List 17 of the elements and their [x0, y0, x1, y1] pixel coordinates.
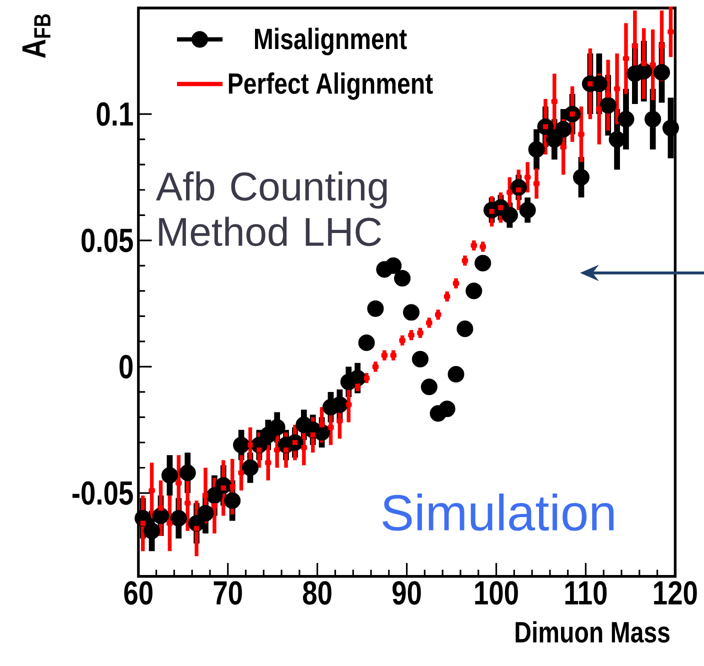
- x-tick-label: 80: [302, 581, 332, 605]
- legend-label: Misalignment: [255, 28, 407, 56]
- y-tick-label: 0.05: [82, 228, 133, 252]
- x-tick-label: 70: [214, 581, 242, 605]
- legend-label: Perfect Alignment: [228, 72, 433, 100]
- annotation: Simulation: [382, 494, 614, 531]
- x-tick-label: 110: [565, 581, 607, 605]
- y-tick-label: 0.1: [96, 102, 133, 126]
- x-axis-title: Dimuon Mass: [516, 621, 670, 643]
- x-tick-label: 90: [392, 581, 421, 605]
- x-tick-label: 120: [654, 581, 697, 605]
- y-axis-title: A$_{FB}$: [22, 14, 50, 58]
- y-tick-label: 0: [120, 354, 133, 379]
- annotation: Afb Counting Method LHC: [156, 171, 387, 246]
- y-tick-label: -0.05: [72, 481, 133, 505]
- x-tick-label: 100: [475, 581, 518, 605]
- x-tick-label: 60: [124, 581, 152, 605]
